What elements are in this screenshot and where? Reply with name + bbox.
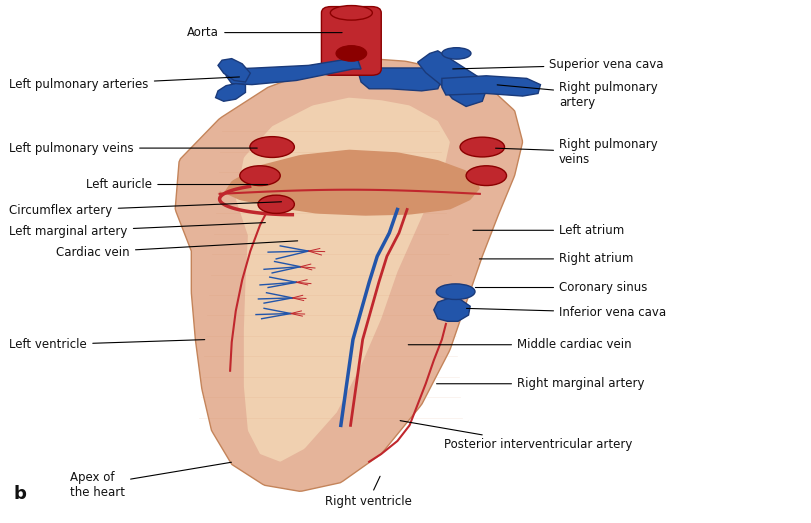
Ellipse shape xyxy=(240,166,281,186)
Ellipse shape xyxy=(460,137,504,157)
Ellipse shape xyxy=(258,195,294,213)
Text: Right ventricle: Right ventricle xyxy=(324,476,411,508)
Ellipse shape xyxy=(466,166,507,186)
Ellipse shape xyxy=(336,46,367,61)
Text: Superior vena cava: Superior vena cava xyxy=(453,59,664,71)
Text: Left marginal artery: Left marginal artery xyxy=(10,223,265,238)
Text: Left ventricle: Left ventricle xyxy=(10,338,204,351)
Text: Apex of
the heart: Apex of the heart xyxy=(70,462,231,498)
Polygon shape xyxy=(434,298,470,321)
Polygon shape xyxy=(175,59,522,491)
Ellipse shape xyxy=(250,137,294,157)
Polygon shape xyxy=(220,150,480,215)
FancyBboxPatch shape xyxy=(321,7,381,75)
Text: Aorta: Aorta xyxy=(187,26,342,39)
Text: Inferior vena cava: Inferior vena cava xyxy=(466,306,666,319)
Text: Right pulmonary
veins: Right pulmonary veins xyxy=(496,138,658,166)
Polygon shape xyxy=(236,98,450,462)
Polygon shape xyxy=(357,68,442,91)
Text: Middle cardiac vein: Middle cardiac vein xyxy=(408,338,632,351)
Text: Coronary sinus: Coronary sinus xyxy=(475,281,647,294)
Text: Right marginal artery: Right marginal artery xyxy=(436,377,645,390)
Ellipse shape xyxy=(442,48,471,59)
Text: Posterior interventricular artery: Posterior interventricular artery xyxy=(400,420,633,451)
Ellipse shape xyxy=(436,284,475,300)
Polygon shape xyxy=(442,76,540,96)
Text: b: b xyxy=(14,485,27,504)
Text: Cardiac vein: Cardiac vein xyxy=(56,241,298,259)
Text: Left auricle: Left auricle xyxy=(86,178,268,191)
Text: Left pulmonary veins: Left pulmonary veins xyxy=(10,142,257,155)
Text: Right atrium: Right atrium xyxy=(479,253,633,265)
Ellipse shape xyxy=(330,6,372,20)
Text: Right pulmonary
artery: Right pulmonary artery xyxy=(497,81,658,109)
Polygon shape xyxy=(218,59,251,82)
Text: Left pulmonary arteries: Left pulmonary arteries xyxy=(10,77,239,91)
Text: Left atrium: Left atrium xyxy=(473,224,624,237)
Polygon shape xyxy=(226,58,361,85)
Polygon shape xyxy=(418,51,487,107)
Text: Circumflex artery: Circumflex artery xyxy=(10,202,281,217)
Polygon shape xyxy=(216,84,246,101)
